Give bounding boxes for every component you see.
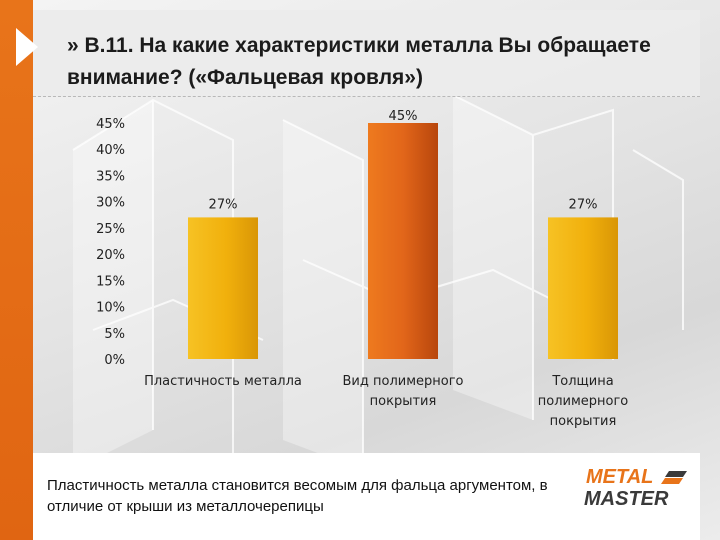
bar — [188, 217, 258, 359]
data-label: 27% — [209, 197, 238, 212]
logo-mark-icon — [661, 471, 687, 484]
data-label: 27% — [569, 197, 598, 212]
y-tick-label: 10% — [96, 301, 125, 316]
y-tick-label: 5% — [104, 327, 125, 342]
y-tick-label: 15% — [96, 274, 125, 289]
background-steel-profiles — [72, 94, 684, 470]
arrow-icon — [16, 28, 38, 66]
y-axis: 0% 5% 10% 15% 20% 25% 30% 35% 40% 45% — [96, 117, 125, 368]
bars — [188, 123, 618, 359]
bar — [368, 123, 438, 359]
y-tick-label: 30% — [96, 196, 125, 211]
y-tick-label: 35% — [96, 169, 125, 184]
logo-line1: METAL — [586, 466, 653, 488]
y-tick-label: 45% — [96, 117, 125, 132]
metal-master-logo: METAL MASTER — [584, 466, 687, 510]
bar-chart: 0% 5% 10% 15% 20% 25% 30% 35% 40% 45% 27% 45% 27% П… — [96, 109, 628, 429]
caption-text: Пластичность металла становится весомым … — [47, 477, 548, 515]
left-accent-stripe — [0, 0, 33, 540]
title-band — [33, 10, 700, 97]
y-tick-label: 0% — [104, 353, 125, 368]
data-labels: 27% 45% 27% — [209, 109, 598, 212]
y-tick-label: 20% — [96, 248, 125, 263]
slide-title: » В.11. На какие характеристики металла … — [67, 34, 651, 89]
x-axis: Пластичность металла Вид полимерного покры… — [144, 374, 628, 429]
x-tick-label: Пластичность металла — [144, 374, 302, 389]
y-tick-label: 40% — [96, 143, 125, 158]
x-tick-label: Вид полимерного покрытия — [343, 374, 464, 409]
data-label: 45% — [389, 109, 418, 124]
logo-line2: MASTER — [584, 488, 669, 510]
x-tick-label: Толщина полимерного покрытия — [538, 374, 629, 429]
bar — [548, 217, 618, 359]
y-tick-label: 25% — [96, 222, 125, 237]
caption-band — [33, 453, 700, 540]
